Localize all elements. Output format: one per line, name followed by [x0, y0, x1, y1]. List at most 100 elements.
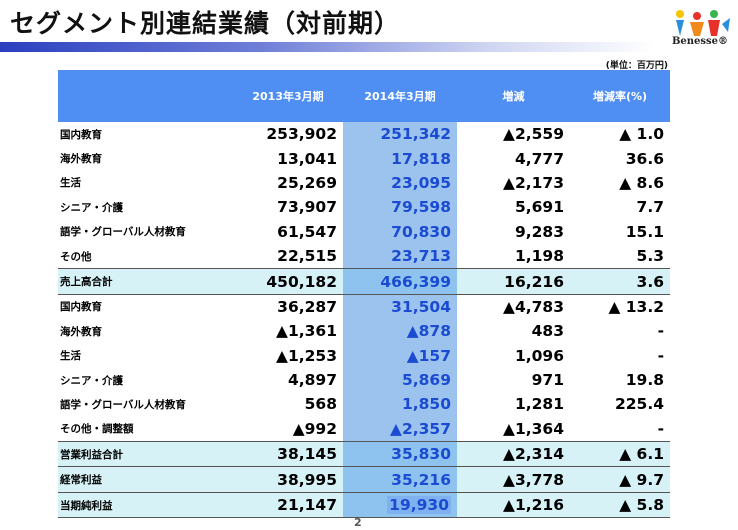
value-change-text: ▲2,173	[503, 173, 564, 192]
value-fy2014-text: 35,830	[391, 445, 451, 464]
value-fy2014: 466,399	[343, 268, 457, 295]
value-change-rate-text: 15.1	[625, 222, 664, 241]
value-fy2013: 4,897	[233, 368, 343, 392]
title-underline-bar	[0, 42, 655, 52]
table-row: シニア・介護 4,897 5,869 971 19.8	[58, 367, 670, 393]
value-fy2013-text: 13,041	[277, 149, 337, 168]
value-change-rate: ▲ 1.0	[570, 122, 670, 146]
value-fy2013-text: 38,995	[277, 470, 337, 489]
header-blank	[58, 70, 233, 122]
value-change-rate-text: 225.4	[614, 395, 664, 414]
value-change-rate: ▲ 13.2	[570, 294, 670, 319]
page-number: 2	[354, 516, 362, 529]
value-change-rate: ▲ 8.6	[570, 171, 670, 195]
value-change-rate: 36.6	[570, 146, 670, 170]
value-change-rate-text: -	[657, 322, 664, 341]
value-fy2014-text: 1,850	[401, 395, 451, 414]
row-label: 海外教育	[58, 319, 233, 343]
table-total-row: 経常利益 38,995 35,216 ▲3,778 ▲ 9.7	[58, 466, 670, 493]
value-fy2013-text: 25,269	[277, 173, 337, 192]
value-change-text: 1,096	[514, 346, 564, 365]
table-row: 生活 25,269 23,095 ▲2,173 ▲ 8.6	[58, 170, 670, 196]
value-fy2013-text: 21,147	[277, 496, 337, 515]
value-change-rate: -	[570, 319, 670, 343]
value-change-text: 483	[531, 322, 564, 341]
value-change-text: 1,198	[514, 247, 564, 266]
table-total-row: 売上高合計 450,182 466,399 16,216 3.6	[58, 268, 670, 295]
value-change: ▲2,173	[457, 171, 570, 195]
value-fy2014: 23,713	[343, 243, 457, 269]
row-label: 生活	[58, 344, 233, 368]
value-change-rate: -	[570, 344, 670, 368]
value-change-rate: ▲ 9.7	[570, 466, 670, 493]
row-label: 経常利益	[58, 466, 233, 493]
value-change-rate: 3.6	[570, 268, 670, 295]
row-label-text: 海外教育	[60, 325, 102, 338]
value-fy2014-text: 251,342	[380, 125, 451, 144]
value-fy2013: ▲1,361	[233, 319, 343, 343]
value-fy2014: 31,504	[343, 294, 457, 320]
value-change: 5,691	[457, 195, 570, 219]
value-change-rate: ▲ 6.1	[570, 441, 670, 468]
value-fy2014: 251,342	[343, 122, 457, 147]
row-label: 営業利益合計	[58, 441, 233, 468]
value-change-text: 5,691	[514, 198, 564, 217]
value-change: 1,281	[457, 392, 570, 416]
row-label-text: 当期純利益	[60, 499, 113, 512]
table-row: 語学・グローバル人材教育 568 1,850 1,281 225.4	[58, 392, 670, 417]
value-change-text: ▲2,559	[503, 125, 564, 144]
value-fy2014-text: ▲878	[406, 322, 451, 341]
table-row: 国内教育 253,902 251,342 ▲2,559 ▲ 1.0	[58, 122, 670, 147]
value-change: 1,198	[457, 244, 570, 269]
value-change-rate: 7.7	[570, 195, 670, 219]
value-change: 9,283	[457, 220, 570, 244]
value-fy2013-text: 36,287	[277, 297, 337, 316]
value-fy2013: 568	[233, 392, 343, 416]
value-change-text: 16,216	[504, 272, 564, 291]
value-fy2014-text: 79,598	[391, 198, 451, 217]
value-fy2014-text: 466,399	[380, 272, 451, 291]
header-change: 増減	[457, 70, 570, 122]
value-fy2014: 19,930	[343, 491, 457, 519]
value-fy2014: 70,830	[343, 219, 457, 244]
table-row: 海外教育 13,041 17,818 4,777 36.6	[58, 146, 670, 171]
value-fy2013: 36,287	[233, 294, 343, 319]
value-fy2013-text: 253,902	[266, 125, 337, 144]
value-change-rate-text: 7.7	[636, 198, 664, 217]
table-total-row: 当期純利益 21,147 19,930 ▲1,216 ▲ 5.8	[58, 491, 670, 519]
table-row: その他 22,515 23,713 1,198 5.3	[58, 243, 670, 269]
row-label-text: 語学・グローバル人材教育	[60, 398, 186, 411]
row-label-text: 生活	[60, 177, 81, 190]
value-change: ▲2,314	[457, 441, 570, 468]
value-change-text: ▲1,364	[503, 419, 564, 438]
value-fy2014: ▲878	[343, 319, 457, 344]
value-change-rate-text: ▲ 13.2	[608, 297, 664, 316]
value-fy2014: ▲2,357	[343, 416, 457, 442]
row-label: シニア・介護	[58, 368, 233, 392]
value-fy2014-text: 23,095	[391, 173, 451, 192]
header-fy2013: 2013年3月期	[233, 70, 343, 122]
value-change-text: ▲3,778	[503, 470, 564, 489]
header-fy2014: 2014年3月期	[343, 70, 457, 122]
value-fy2013: 38,995	[233, 466, 343, 493]
value-change: 483	[457, 319, 570, 343]
value-fy2013: 38,145	[233, 441, 343, 468]
value-fy2013: 253,902	[233, 122, 343, 146]
segment-results-table: 2013年3月期 2014年3月期 増減 増減率(%) 国内教育 253,902 2…	[58, 70, 670, 519]
value-change-rate: 19.8	[570, 368, 670, 392]
value-fy2014-text: 35,216	[391, 470, 451, 489]
value-fy2013: 61,547	[233, 220, 343, 244]
table-header-row: 2013年3月期 2014年3月期 増減 増減率(%)	[58, 70, 670, 122]
value-change: 16,216	[457, 268, 570, 295]
value-change-text: 971	[531, 371, 564, 390]
value-change-rate-text: ▲ 5.8	[619, 496, 664, 515]
logo-text: Benesse®	[671, 36, 729, 47]
row-label: その他・調整額	[58, 417, 233, 442]
value-fy2013: 22,515	[233, 244, 343, 269]
table-row: 国内教育 36,287 31,504 ▲4,783 ▲ 13.2	[58, 294, 670, 320]
value-fy2013: 450,182	[233, 268, 343, 295]
value-fy2013-text: 22,515	[277, 247, 337, 266]
row-label: 当期純利益	[58, 491, 233, 519]
value-change-text: ▲4,783	[503, 297, 564, 316]
value-fy2014: 35,216	[343, 466, 457, 493]
